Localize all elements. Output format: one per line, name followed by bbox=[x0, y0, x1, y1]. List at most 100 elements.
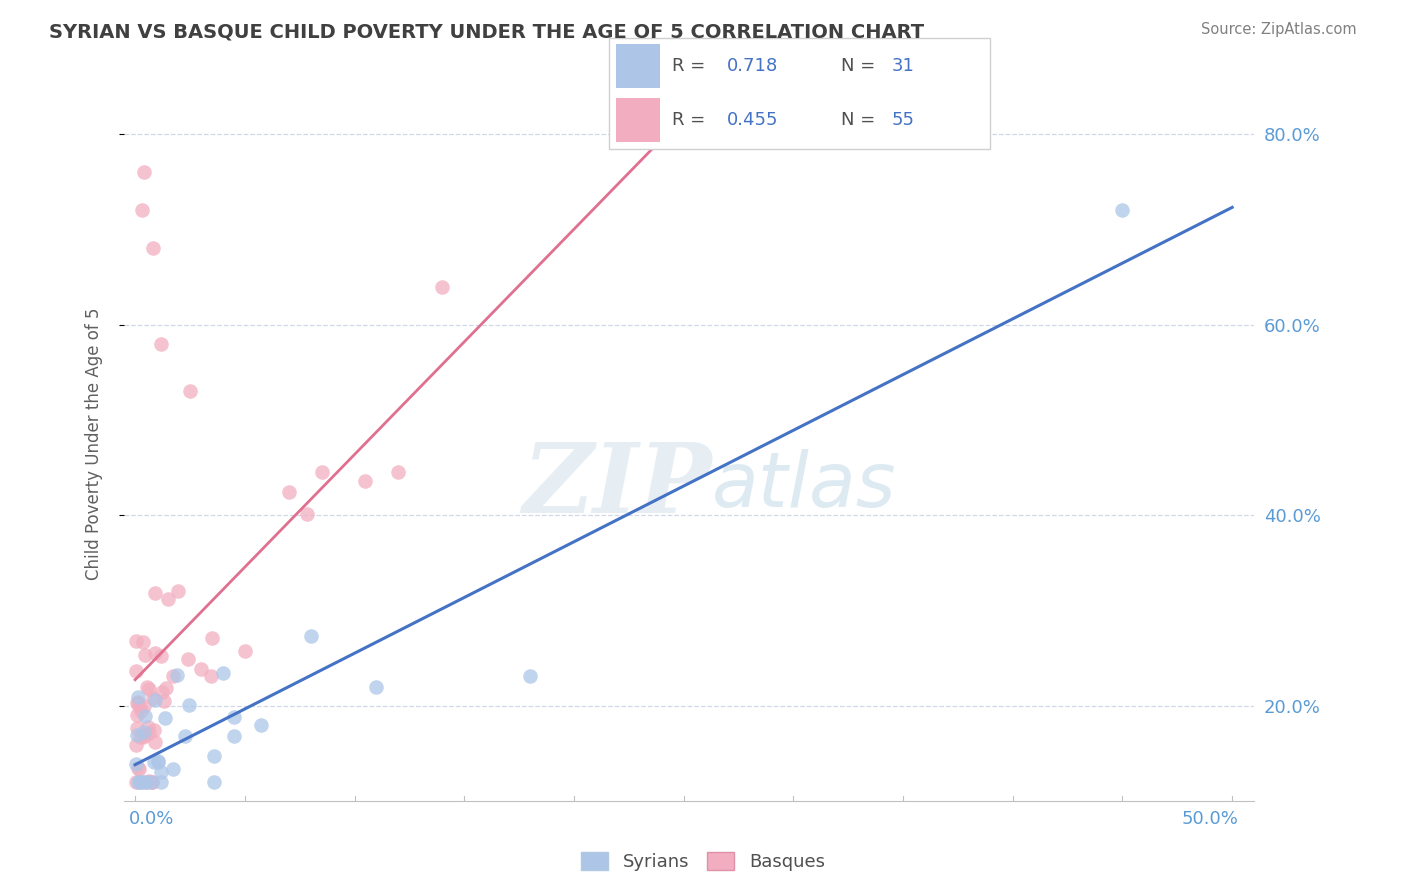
Point bbox=[190, 662, 212, 676]
Point bbox=[136, 774, 159, 789]
Point bbox=[212, 666, 235, 681]
Point bbox=[153, 694, 176, 708]
Point bbox=[277, 484, 299, 499]
Point bbox=[131, 774, 153, 789]
Text: ZIP: ZIP bbox=[522, 440, 711, 533]
Point bbox=[1111, 203, 1133, 218]
Point bbox=[128, 762, 150, 776]
Text: 0.0%: 0.0% bbox=[128, 810, 174, 829]
Point bbox=[141, 774, 163, 789]
Point bbox=[125, 665, 148, 679]
Point bbox=[134, 728, 156, 742]
Point bbox=[131, 730, 153, 744]
Point bbox=[132, 725, 155, 739]
Point bbox=[174, 729, 197, 743]
Point bbox=[132, 774, 155, 789]
Point bbox=[142, 723, 165, 737]
Point bbox=[139, 774, 162, 789]
Point bbox=[519, 669, 541, 683]
Point bbox=[166, 668, 188, 682]
Point bbox=[128, 774, 150, 789]
Point bbox=[138, 726, 160, 740]
Point bbox=[131, 203, 153, 218]
Point bbox=[143, 735, 166, 749]
Point bbox=[167, 584, 190, 599]
Point bbox=[132, 635, 155, 649]
Point bbox=[129, 704, 152, 718]
Point bbox=[129, 731, 152, 745]
Text: 55: 55 bbox=[891, 112, 915, 129]
Point bbox=[143, 692, 166, 706]
Point bbox=[150, 336, 173, 351]
Point bbox=[143, 755, 166, 769]
Point bbox=[145, 586, 167, 600]
FancyBboxPatch shape bbox=[609, 38, 990, 149]
Point bbox=[146, 755, 169, 769]
Point bbox=[177, 698, 200, 712]
Text: 0.455: 0.455 bbox=[727, 112, 778, 129]
Y-axis label: Child Poverty Under the Age of 5: Child Poverty Under the Age of 5 bbox=[86, 308, 103, 580]
Point bbox=[149, 774, 172, 789]
Point bbox=[233, 644, 256, 658]
Point bbox=[125, 756, 148, 771]
Point bbox=[136, 720, 159, 734]
Point bbox=[136, 680, 159, 694]
Point bbox=[135, 774, 157, 789]
Point bbox=[142, 241, 165, 255]
Text: 0.718: 0.718 bbox=[727, 57, 778, 75]
FancyBboxPatch shape bbox=[616, 44, 659, 88]
Point bbox=[145, 646, 167, 660]
Point bbox=[134, 698, 156, 713]
Point bbox=[127, 708, 149, 723]
Point bbox=[222, 710, 245, 724]
Point bbox=[125, 721, 148, 735]
Point bbox=[366, 680, 388, 694]
Point bbox=[127, 690, 149, 705]
Point bbox=[311, 466, 333, 480]
Point bbox=[201, 632, 224, 646]
Point bbox=[177, 652, 200, 666]
Point bbox=[249, 717, 271, 731]
Point bbox=[138, 774, 160, 789]
Point bbox=[202, 774, 225, 789]
Text: Source: ZipAtlas.com: Source: ZipAtlas.com bbox=[1201, 22, 1357, 37]
Point bbox=[127, 696, 149, 710]
Point bbox=[149, 648, 172, 663]
Point bbox=[128, 698, 150, 713]
Point bbox=[125, 633, 148, 648]
Point bbox=[222, 729, 245, 743]
Point bbox=[354, 474, 377, 488]
Point bbox=[142, 691, 165, 706]
Point bbox=[146, 754, 169, 768]
Point bbox=[387, 465, 409, 479]
Text: N =: N = bbox=[841, 112, 875, 129]
Point bbox=[125, 738, 148, 752]
Point bbox=[295, 508, 318, 522]
Text: 50.0%: 50.0% bbox=[1182, 810, 1239, 829]
Point bbox=[299, 629, 322, 643]
Point bbox=[155, 711, 177, 725]
Text: N =: N = bbox=[841, 57, 875, 75]
Point bbox=[127, 696, 149, 710]
Text: R =: R = bbox=[672, 57, 704, 75]
Legend: Syrians, Basques: Syrians, Basques bbox=[574, 845, 832, 879]
Point bbox=[127, 761, 149, 775]
Point bbox=[141, 774, 163, 789]
Point bbox=[162, 762, 184, 776]
Point bbox=[200, 669, 222, 683]
Point bbox=[202, 749, 225, 764]
Point bbox=[134, 708, 156, 723]
Text: SYRIAN VS BASQUE CHILD POVERTY UNDER THE AGE OF 5 CORRELATION CHART: SYRIAN VS BASQUE CHILD POVERTY UNDER THE… bbox=[49, 22, 924, 41]
Point bbox=[132, 165, 155, 179]
Point bbox=[134, 648, 156, 662]
Point bbox=[150, 764, 173, 779]
Point bbox=[157, 592, 180, 607]
Point bbox=[127, 728, 149, 742]
Point bbox=[138, 681, 160, 696]
Point bbox=[179, 384, 201, 399]
Point bbox=[162, 669, 184, 683]
Text: 31: 31 bbox=[891, 57, 915, 75]
Text: atlas: atlas bbox=[711, 450, 896, 524]
Text: R =: R = bbox=[672, 112, 704, 129]
Point bbox=[150, 685, 173, 699]
